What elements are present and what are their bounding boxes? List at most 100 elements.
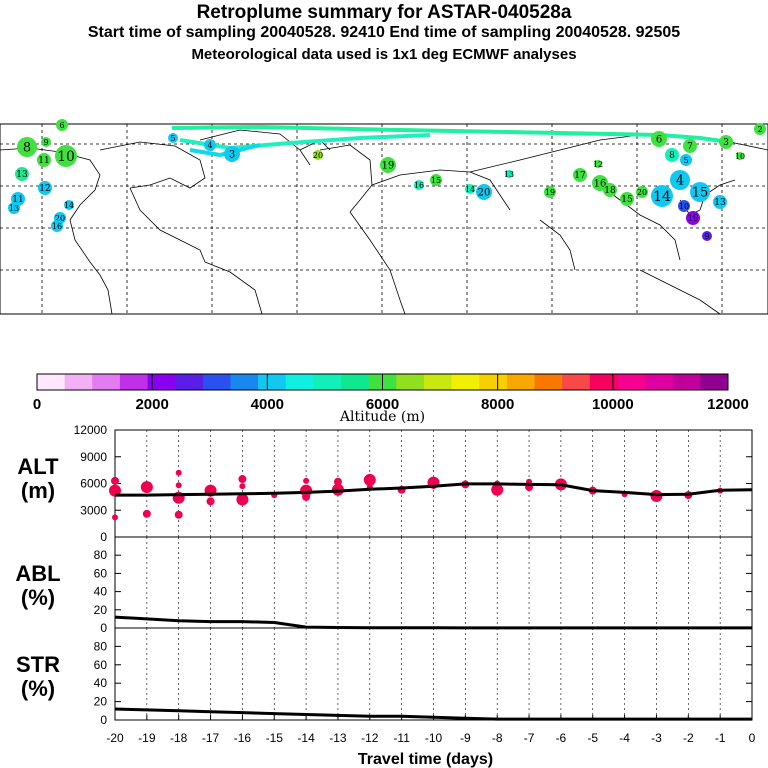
marker-label: 9 (704, 232, 709, 241)
map-marker: 13 (8, 202, 20, 214)
map-marker: 14 (465, 184, 475, 194)
x-tick-label: -17 (202, 731, 220, 745)
colorbar-tick-label: 8000 (481, 396, 514, 413)
colorbar-tick-label: 2000 (135, 396, 168, 413)
marker-dot (686, 211, 700, 225)
marker-dot (430, 174, 442, 186)
map-marker: 3 (224, 146, 240, 162)
marker-dot (719, 135, 733, 149)
x-tick-label: -10 (425, 731, 443, 745)
altitude-point (302, 492, 311, 501)
map-marker: 12 (593, 160, 603, 169)
marker-dot (636, 186, 648, 198)
marker-label: 9 (43, 138, 48, 147)
panel-ylabel-unit: (%) (21, 676, 55, 701)
colorbar-tick-label: 10000 (592, 396, 634, 413)
map-marker: 16 (414, 180, 424, 190)
map-marker: 9 (41, 137, 51, 147)
x-tick-label: -20 (106, 731, 124, 745)
y-tick-label: 6000 (80, 477, 107, 491)
map-marker: 10 (735, 152, 745, 161)
marker-dot (670, 170, 690, 190)
y-tick-label: 40 (94, 676, 108, 690)
colorbar-segment (479, 374, 508, 390)
marker-dot (380, 157, 396, 173)
panel-ylabel: ALT (17, 454, 59, 479)
marker-dot (754, 123, 766, 135)
map-marker: 15 (430, 174, 442, 186)
colorbar-segment (37, 374, 65, 390)
marker-label: 13 (9, 204, 19, 213)
marker-label: 18 (604, 186, 616, 196)
map-marker: 8 (17, 137, 37, 157)
map-frame (0, 123, 768, 315)
x-tick-label: -19 (138, 731, 156, 745)
y-tick-label: 20 (94, 695, 108, 709)
panel-ylabel-unit: (m) (21, 478, 55, 503)
marker-dot (51, 220, 63, 232)
y-tick-label: 60 (94, 566, 108, 580)
altitude-point (206, 497, 215, 506)
marker-label: 4 (676, 174, 684, 189)
marker-label: 20 (55, 214, 65, 223)
altitude-point (142, 509, 151, 518)
marker-label: 6 (59, 121, 64, 130)
y-tick-label: 0 (100, 621, 107, 635)
x-tick-label: -13 (329, 731, 347, 745)
map-marker: 14 (651, 185, 673, 207)
marker-dot (702, 231, 712, 241)
map-marker: 20 (313, 150, 323, 160)
map-marker: 20 (636, 186, 648, 198)
x-tick-label: -5 (587, 731, 598, 745)
marker-dot (168, 133, 178, 143)
colorbar-segment (672, 374, 701, 390)
y-tick-label: 3000 (80, 503, 107, 517)
colorbar-segment (175, 374, 204, 390)
y-tick-label: 40 (94, 585, 108, 599)
marker-label: 8 (669, 151, 675, 161)
marker-dot (38, 181, 52, 195)
map-marker: 20 (476, 184, 492, 200)
x-tick-label: -12 (361, 731, 379, 745)
map-marker: 12 (38, 181, 52, 195)
altitude-point (174, 510, 183, 519)
colorbar-tick-label: 12000 (707, 396, 749, 413)
marker-dot (224, 146, 240, 162)
map-marker: 9 (702, 231, 712, 241)
map-marker: 6 (56, 119, 68, 131)
altitude-point (175, 469, 182, 476)
x-tick-label: -1 (715, 731, 726, 745)
map-marker: 15 (690, 182, 710, 202)
marker-dot (683, 139, 697, 153)
marker-label: 5 (170, 134, 175, 143)
altitude-point (112, 514, 118, 521)
marker-label: 2 (757, 125, 762, 134)
altitude-point (238, 475, 247, 484)
marker-label: 19 (545, 188, 555, 197)
chart-title: Retroplume summary for ASTAR-040528a (196, 2, 572, 23)
map-marker: 17 (573, 168, 587, 182)
map-marker: 18 (603, 183, 617, 197)
altitude-point (333, 477, 342, 486)
altitude-point (111, 476, 119, 485)
map-marker: 16 (51, 220, 63, 232)
marker-dot (651, 185, 673, 207)
map-marker: 13 (713, 195, 727, 209)
map-marker: 19 (544, 186, 556, 198)
map-marker: 19 (686, 211, 700, 225)
marker-label: 13 (504, 170, 514, 179)
colorbar-segment (506, 374, 535, 390)
marker-dot (15, 167, 29, 181)
marker-label: 16 (414, 181, 424, 190)
series-line (115, 482, 753, 497)
marker-label: 10 (57, 149, 75, 165)
marker-dot (41, 137, 51, 147)
marker-label: 14 (465, 185, 475, 194)
colorbar-tick-label: 4000 (251, 396, 284, 413)
marker-label: 15 (621, 195, 633, 205)
panel-abl: 0 20 40 60 80 ABL(%) (15, 536, 753, 635)
x-axis-label: Travel time (days) (358, 751, 493, 768)
marker-label: 11 (12, 195, 23, 205)
